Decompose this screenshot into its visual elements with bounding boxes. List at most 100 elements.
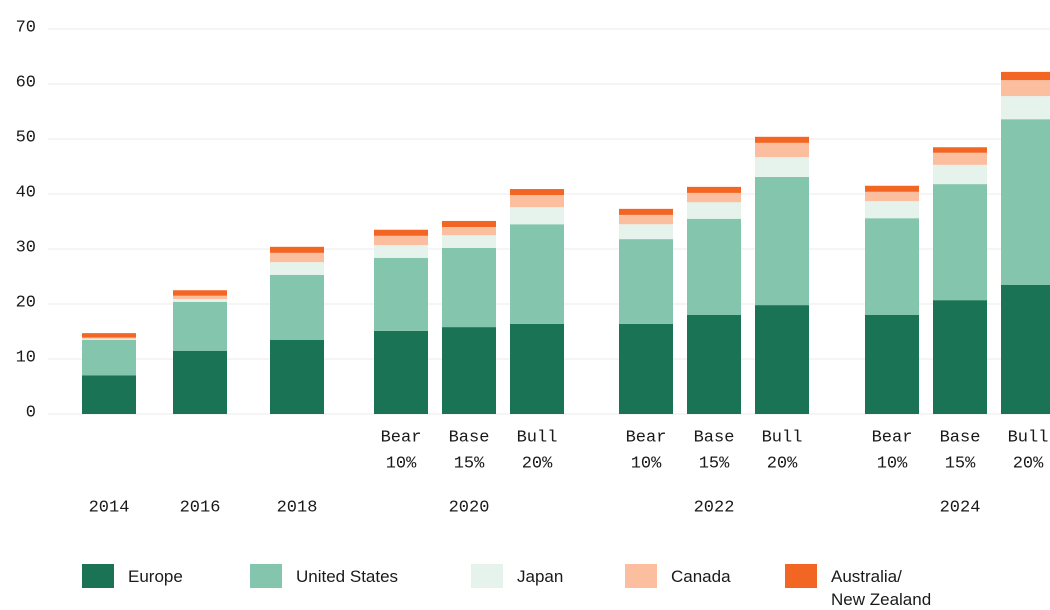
x-group-label: 2016 — [180, 498, 221, 517]
x-group-label: 2022 — [694, 498, 735, 517]
legend-item: Japan — [471, 564, 563, 588]
bar-segment — [687, 315, 741, 414]
legend-swatch — [82, 564, 114, 588]
legend-label: United States — [296, 567, 399, 586]
scenario-label: Base — [694, 428, 735, 447]
bar-segment — [933, 152, 987, 165]
bar-segment — [1001, 71, 1050, 81]
legend-item: Canada — [625, 564, 731, 588]
bar-segment — [270, 252, 324, 263]
scenario-label: Bull — [1008, 428, 1049, 447]
bar-segment — [510, 195, 564, 208]
bar-segment — [173, 295, 227, 300]
bar-segment — [270, 274, 324, 340]
bar-segment — [270, 246, 324, 253]
scenario-label: Bear — [381, 428, 422, 447]
scenario-share-label: 20% — [522, 454, 553, 473]
bar-segment — [442, 227, 496, 236]
legend-label: Australia/ New Zealand — [831, 567, 932, 609]
legend-swatch — [250, 564, 282, 588]
bar-segment — [270, 339, 324, 414]
scenario-label: Base — [449, 428, 490, 447]
bar-segment — [510, 323, 564, 414]
bar-segment — [374, 229, 428, 236]
legend-label: Europe — [128, 567, 183, 586]
bar-segment — [687, 218, 741, 315]
bar-segment — [1001, 96, 1050, 120]
bar-segment — [755, 176, 809, 306]
scenario-label: Bull — [517, 428, 558, 447]
bar-segment — [865, 185, 919, 192]
legend-item: Australia/ New Zealand — [785, 564, 931, 610]
legend-swatch — [785, 564, 817, 588]
scenario-label: Base — [940, 428, 981, 447]
bar-segment — [173, 290, 227, 296]
bar-segment — [933, 184, 987, 301]
bar-segment — [865, 201, 919, 219]
x-group-label: 2024 — [940, 498, 981, 517]
bar-segment — [933, 147, 987, 153]
bar-segment — [374, 257, 428, 331]
bar-segment — [933, 164, 987, 185]
bar-segment — [374, 235, 428, 246]
bar-segment — [510, 189, 564, 196]
bar-segment — [82, 339, 136, 376]
bar-segment — [173, 301, 227, 351]
bar-segment — [619, 214, 673, 225]
bar-segment — [865, 315, 919, 414]
y-tick-label: 0 — [26, 403, 36, 422]
legend-item: Europe — [82, 564, 183, 588]
bar-segment — [619, 323, 673, 414]
bar-segment — [374, 245, 428, 258]
bar-segment — [1001, 80, 1050, 97]
bar-segment — [270, 262, 324, 275]
bar-segment — [173, 299, 227, 302]
y-tick-label: 70 — [16, 18, 36, 37]
bar-segment — [865, 218, 919, 315]
bar-segment — [510, 207, 564, 225]
bar-segment — [82, 333, 136, 338]
bar-segment — [82, 375, 136, 414]
bar-segment — [619, 208, 673, 215]
bar-segment — [82, 338, 136, 340]
scenario-share-label: 10% — [631, 454, 662, 473]
y-tick-label: 40 — [16, 183, 36, 202]
bar-segment — [1001, 119, 1050, 285]
y-tick-label: 50 — [16, 128, 36, 147]
bar-segment — [865, 191, 919, 202]
y-tick-label: 30 — [16, 238, 36, 257]
bar-segment — [442, 220, 496, 227]
legend-item: United States — [250, 564, 398, 588]
scenario-label: Bear — [872, 428, 913, 447]
scenario-share-label: 15% — [454, 454, 485, 473]
bar-segment — [755, 157, 809, 177]
bar-segment — [619, 224, 673, 240]
x-group-label: 2014 — [89, 498, 130, 517]
scenario-label: Bear — [626, 428, 667, 447]
bar-segment — [687, 192, 741, 203]
legend-swatch — [471, 564, 503, 588]
bar-segment — [1001, 284, 1050, 414]
scenario-label: Bull — [762, 428, 803, 447]
scenario-share-label: 10% — [386, 454, 417, 473]
bar-segment — [442, 247, 496, 328]
legend-swatch — [625, 564, 657, 588]
bar-segment — [619, 239, 673, 324]
bar-segment — [755, 142, 809, 158]
legend-label: Canada — [671, 567, 731, 586]
scenario-share-label: 20% — [1013, 454, 1044, 473]
bar-segment — [173, 350, 227, 414]
scenario-share-label: 10% — [877, 454, 908, 473]
bar-segment — [374, 330, 428, 414]
bar-segment — [82, 337, 136, 339]
scenario-share-label: 20% — [767, 454, 798, 473]
y-tick-label: 10 — [16, 348, 36, 367]
bar-segment — [687, 186, 741, 193]
bar-segment — [442, 235, 496, 248]
legend-label: Japan — [517, 567, 564, 586]
bar-segment — [687, 202, 741, 219]
x-group-label: 2020 — [449, 498, 490, 517]
bar-segment — [755, 136, 809, 143]
